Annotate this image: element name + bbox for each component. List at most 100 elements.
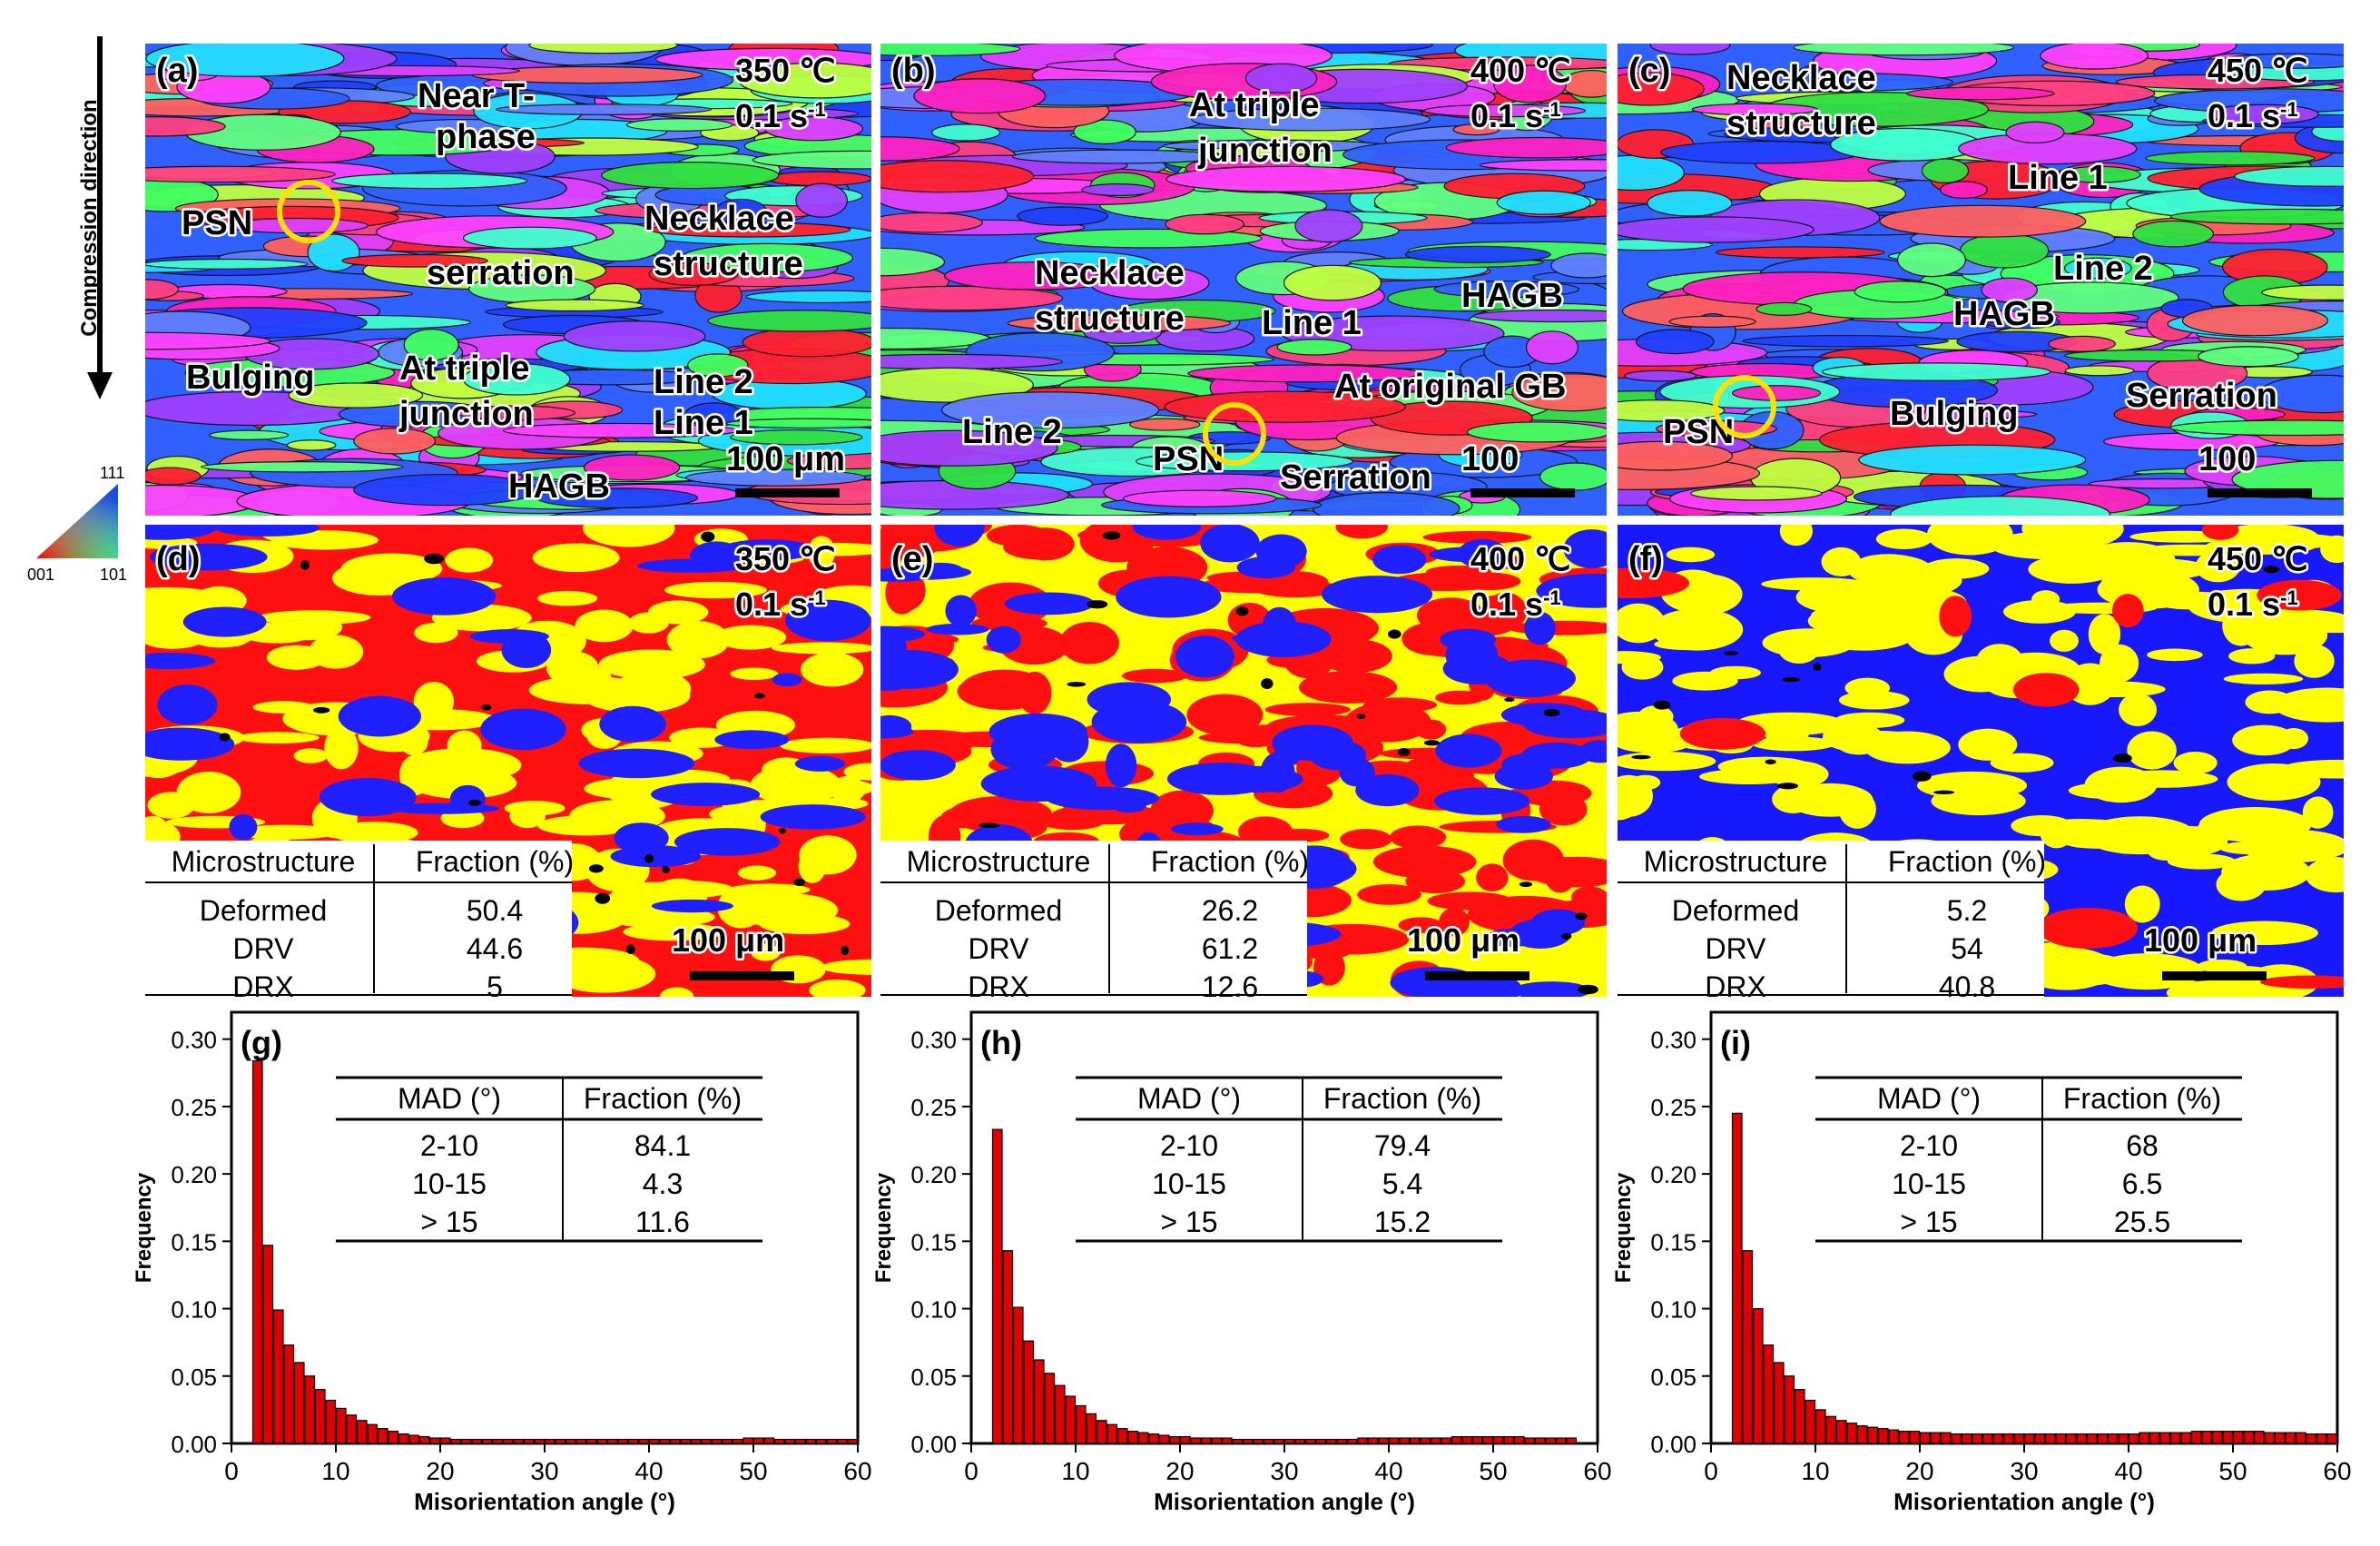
histogram-bar [1784, 1375, 1795, 1444]
histogram-bar [1148, 1433, 1160, 1444]
histogram-bar [596, 1438, 608, 1444]
histogram-bar [377, 1428, 388, 1444]
scale-bar-label: 100 μm [2144, 921, 2257, 959]
histogram-bar [1482, 1435, 1494, 1444]
histogram-bar [2316, 1433, 2327, 1444]
scale-bar [1470, 488, 1575, 497]
x-tick-label: 50 [2218, 1457, 2247, 1485]
legend-001: 001 [27, 566, 54, 584]
x-tick-label: 60 [2323, 1457, 2351, 1485]
histogram-bar [2201, 1431, 2213, 1444]
x-axis-label: Misorientation angle (°) [414, 1488, 675, 1515]
ipf-annotation: structure [654, 245, 803, 283]
histogram-bar [2076, 1433, 2088, 1444]
histogram-bar [1346, 1438, 1358, 1444]
histogram-bar [617, 1438, 629, 1444]
grain-type-map-panel: (d) 350 ℃ 0.1 s-1 100 μm Microstructure Fract… [145, 525, 871, 997]
psn-circle-marker [1713, 375, 1776, 438]
y-tick-label: 0.00 [171, 1431, 217, 1458]
table-cell: 2-10 [420, 1129, 478, 1162]
table-cell: 61.2 [1202, 932, 1258, 965]
histogram-bar [794, 1438, 806, 1444]
histogram-bar [1075, 1404, 1087, 1444]
scale-bar-label: 100 μm [726, 440, 845, 478]
ipf-annotation: Necklace [1726, 59, 1876, 97]
histogram-bar [314, 1389, 326, 1444]
histogram-bar [1211, 1437, 1223, 1444]
histogram-bar [1961, 1433, 1972, 1444]
grain-type-map-panel: (f) 450 ℃ 0.1 s-1 100 μm Microstructure Fract… [1618, 525, 2344, 997]
table-cell: 2-10 [1900, 1129, 1958, 1162]
table-cell: 5.4 [1382, 1167, 1422, 1200]
histogram-bar [272, 1309, 284, 1444]
panel-label: (a) [156, 52, 198, 90]
y-tick-label: 0.30 [1650, 1027, 1696, 1054]
histogram-bar [356, 1420, 368, 1444]
x-tick-label: 50 [1479, 1457, 1507, 1485]
histogram-bar [2034, 1433, 2046, 1444]
ipf-annotation: Line 1 [1262, 304, 1362, 342]
x-tick-label: 60 [843, 1457, 871, 1485]
panel-label: (g) [241, 1024, 282, 1061]
histogram-bar [1158, 1434, 1170, 1444]
histogram-bar [293, 1362, 305, 1444]
histogram-bar [2065, 1433, 2077, 1444]
histogram-bar [2107, 1433, 2119, 1444]
histogram-bar [1940, 1432, 1952, 1444]
histogram-bar [711, 1438, 723, 1444]
strain-rate-label: 0.1 s-1 [735, 97, 826, 134]
ipf-annotation: junction [398, 395, 534, 433]
histogram-bar [1430, 1437, 1441, 1444]
histogram-bar [1731, 1112, 1743, 1444]
ipf-annotation: At triple [399, 350, 530, 388]
histogram-bar [1378, 1437, 1390, 1444]
ipf-annotation: Line 2 [962, 413, 1062, 451]
histogram-bar [1179, 1435, 1191, 1444]
histogram-bar [1752, 1307, 1764, 1444]
histogram-bar [1106, 1423, 1118, 1444]
table-header: Fraction (%) [584, 1082, 742, 1115]
histogram-bar [1388, 1437, 1400, 1444]
table-header: MAD (°) [1137, 1082, 1241, 1115]
histogram-bar [325, 1399, 337, 1444]
ipf-annotation: phase [436, 118, 536, 156]
histogram-bar [2190, 1431, 2202, 1444]
psn-circle-marker [1203, 402, 1266, 466]
x-tick-label: 60 [1583, 1457, 1611, 1485]
histogram-bar [304, 1375, 316, 1444]
histogram-bar [805, 1438, 817, 1444]
histogram-bar [2295, 1432, 2306, 1444]
panel-label: (f) [1628, 540, 1663, 578]
ipf-map-panel: (b) 400 ℃0.1 s-1At triplejunctionHAGBNeck… [880, 44, 1607, 516]
histogram-bar [439, 1437, 451, 1444]
histogram-bar [398, 1433, 409, 1444]
histogram-bar [606, 1438, 618, 1444]
histogram-bar [1253, 1438, 1264, 1444]
histogram-bar [1065, 1395, 1077, 1444]
ipf-annotation: Serration [1280, 458, 1431, 497]
ipf-annotation: At original GB [1334, 368, 1566, 406]
y-tick-label: 0.30 [171, 1027, 217, 1054]
y-tick-label: 0.25 [171, 1094, 217, 1121]
histogram-bar [1409, 1437, 1421, 1444]
histogram-bar [1524, 1437, 1536, 1444]
histogram-bar [659, 1438, 671, 1444]
histogram-bar [2232, 1431, 2244, 1444]
scale-bar-label: 100 μm [672, 921, 784, 959]
y-tick-label: 0.15 [910, 1228, 957, 1256]
ipf-annotation: Necklace [644, 200, 794, 238]
plot-frame [230, 1010, 860, 1445]
histogram-bar [1742, 1250, 1754, 1444]
histogram-bar [1399, 1437, 1411, 1444]
histogram-bar [1888, 1429, 1900, 1444]
ipf-annotation: Line 2 [2053, 250, 2153, 288]
scale-bar [1425, 971, 1529, 980]
table-cell: DRV [233, 932, 295, 965]
y-tick-label: 0.15 [1650, 1228, 1696, 1256]
histogram-bar [680, 1438, 692, 1444]
temperature-label: 450 ℃ [2208, 52, 2308, 89]
histogram-bar [1367, 1437, 1379, 1444]
histogram-bar [1336, 1438, 1348, 1444]
histogram-bar [1023, 1340, 1035, 1444]
histogram-bar [826, 1438, 838, 1444]
